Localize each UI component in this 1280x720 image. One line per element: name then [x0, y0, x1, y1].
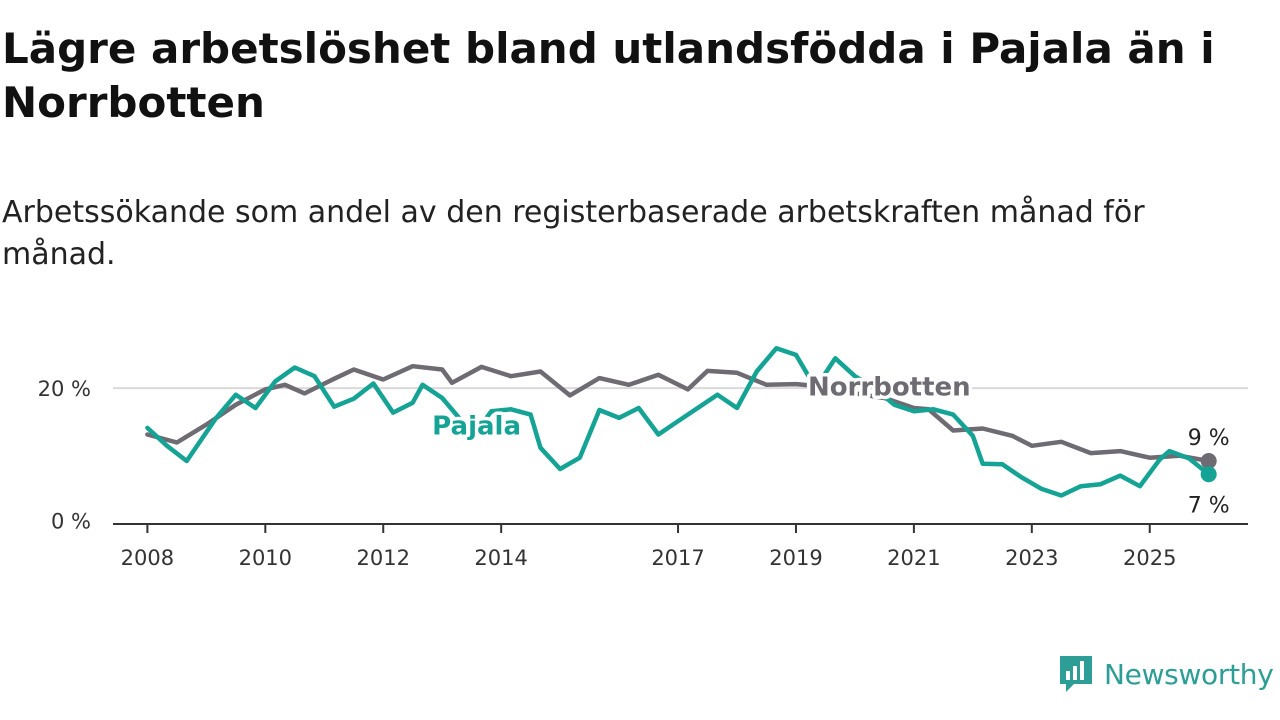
x-tick-label: 2014 — [474, 546, 527, 570]
brand-logo: Newsworthy — [1058, 652, 1274, 696]
end-point-pajala — [1200, 466, 1217, 483]
newsworthy-logo-icon — [1060, 656, 1092, 692]
series-line-pajala — [145, 346, 1211, 498]
end-value-label-pajala: 7 % — [1188, 493, 1230, 518]
brand-name: Newsworthy — [1104, 657, 1274, 691]
y-tick-label: 0 % — [51, 510, 91, 534]
inline-label-norrbotten: Norrbotten — [808, 372, 971, 402]
y-tick-label: 20 % — [38, 377, 91, 401]
x-tick-label: 2010 — [239, 546, 292, 570]
x-tick-label: 2021 — [887, 546, 940, 570]
chart-title: Lägre arbetslöshet bland utlandsfödda i … — [2, 24, 1215, 127]
chart-subtitle: Arbetssökande som andel av den registerb… — [2, 195, 1145, 272]
labels: 9 % 7 % Norrbotten Pajala — [429, 369, 1230, 518]
x-tick-label: 2025 — [1123, 546, 1176, 570]
x-tick-label: 2012 — [357, 546, 410, 570]
x-tick-label: 2019 — [769, 546, 822, 570]
end-value-label-norrbotten: 9 % — [1188, 426, 1230, 451]
end-point-norrbotten — [1200, 453, 1217, 470]
inline-label-pajala: Pajala — [432, 412, 521, 442]
x-tick-label: 2017 — [651, 546, 704, 570]
x-tick-label: 2008 — [121, 546, 174, 570]
x-tick-label: 2023 — [1005, 546, 1058, 570]
axes: 0 % 20 % 2008 2010 2012 2014 2017 2019 2021 2023 2… — [38, 377, 1248, 570]
series-line-norrbotten — [145, 363, 1211, 464]
series-lines — [145, 346, 1217, 498]
